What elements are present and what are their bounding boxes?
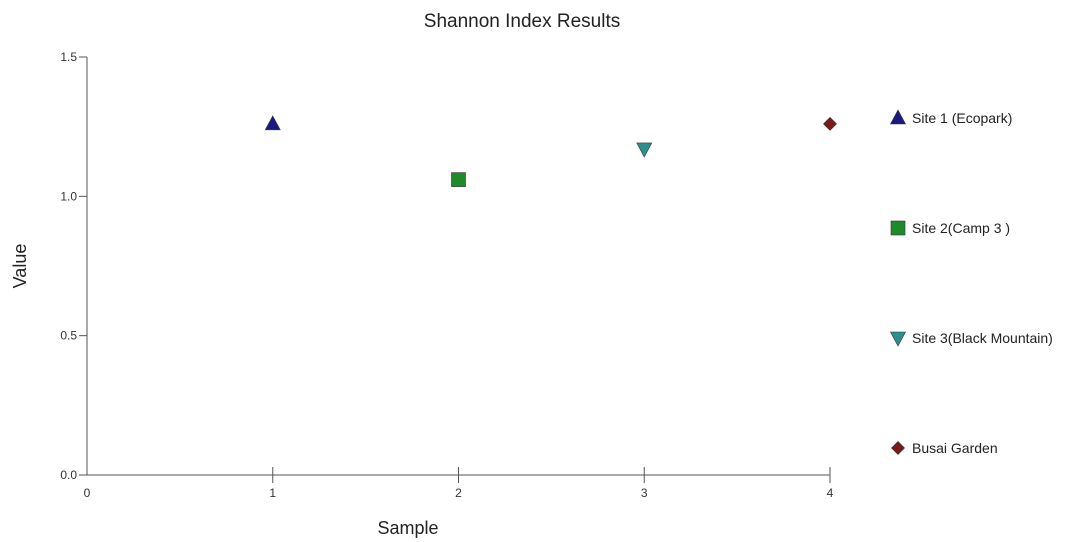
data-point [264,115,281,131]
y-tick-label: 0.5 [60,329,77,343]
x-tick-label: 2 [455,486,462,500]
data-points [264,115,837,187]
legend-label: Site 2(Camp 3 ) [912,220,1010,236]
y-axis-title: Value [10,244,30,289]
legend-marker [890,220,906,236]
legend-label: Site 1 (Ecopark) [912,110,1012,126]
data-point [451,172,466,187]
y-tick-label: 1.5 [60,50,77,64]
legend-item: Site 3(Black Mountain) [889,330,1053,347]
legend-item: Busai Garden [891,440,998,456]
data-point [636,142,653,158]
x-tick-label: 1 [269,486,276,500]
y-tick-label: 1.0 [60,189,77,203]
x-tick-label: 4 [827,486,834,500]
axis-ticks: 0.0 0.5 1.0 1.5 0 1 2 3 4 [60,50,833,500]
legend-marker [891,441,905,455]
legend-label: Busai Garden [912,440,998,456]
y-tick-label: 0.0 [60,468,77,482]
legend-marker [889,331,907,347]
chart-title: Shannon Index Results [424,11,620,32]
x-tick-label: 3 [641,486,648,500]
legend-item: Site 2(Camp 3 ) [890,220,1010,236]
legend-marker [889,109,907,125]
legend: Site 1 (Ecopark) Site 2(Camp 3 ) Site 3(Bl… [889,109,1053,456]
legend-label: Site 3(Black Mountain) [912,330,1053,346]
x-axis-title: Sample [377,518,438,538]
x-tick-label: 0 [84,486,91,500]
legend-item: Site 1 (Ecopark) [889,109,1012,126]
data-point [823,116,837,131]
